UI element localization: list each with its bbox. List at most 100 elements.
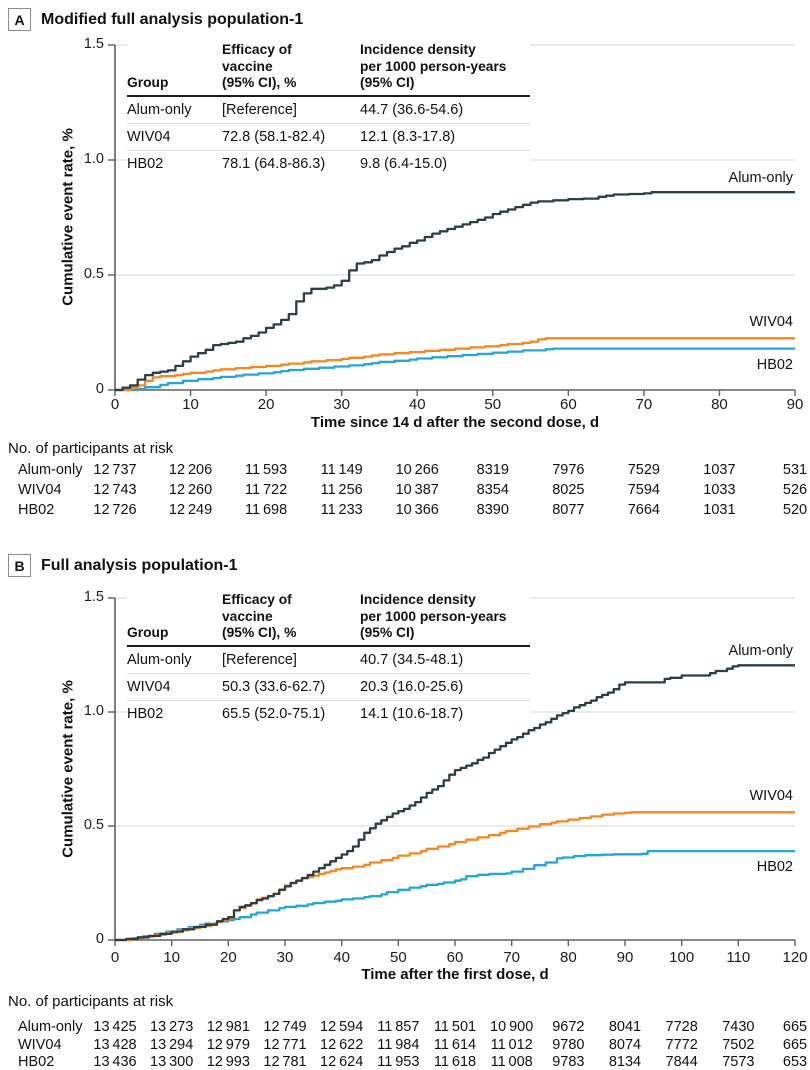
series-end-label-wiv04: WIV04 [749, 314, 793, 331]
inset-table-cell: [Reference] [222, 651, 297, 668]
at-risk-value: 13 428 [93, 1037, 137, 1053]
at-risk-value: 11 008 [490, 1054, 533, 1070]
y-tick-label: 0 [95, 931, 104, 947]
curve-hb02 [115, 849, 795, 942]
at-risk-value: 12 206 [168, 462, 213, 478]
at-risk-value: 8319 [476, 462, 509, 478]
inset-table-cell: 14.1 (10.6-18.7) [360, 705, 464, 722]
x-tick-label: 50 [484, 396, 502, 413]
inset-header-cell: Group [127, 75, 169, 90]
y-tick-label: 0.5 [83, 817, 104, 833]
at-risk-value: 653 [782, 1054, 808, 1070]
at-risk-value: 7430 [722, 1019, 755, 1035]
at-risk-value: 7976 [552, 462, 585, 478]
inset-table-cell: 72.8 (58.1-82.4) [222, 128, 326, 145]
inset-table-header: Group Efficacy of vaccine (95% CI), % Incide… [127, 42, 530, 97]
inset-table-cell: 12.1 (8.3-17.8) [360, 128, 456, 145]
at-risk-value: 1033 [703, 482, 736, 498]
at-risk-row-label: WIV04 [18, 1037, 62, 1053]
at-risk-value: 8134 [608, 1054, 642, 1070]
at-risk-row-label: WIV04 [18, 482, 62, 498]
inset-table-cell: 65.5 (52.0-75.1) [222, 705, 326, 722]
at-risk-row-label: HB02 [18, 1054, 55, 1070]
at-risk-value: 8074 [608, 1037, 642, 1053]
inset-table-cell: Alum-only [127, 651, 192, 668]
x-tick-label: 110 [726, 949, 751, 966]
panel-b: B Full analysis population-1 Cumulative … [0, 546, 810, 1070]
at-risk-value: 665 [782, 1037, 808, 1053]
at-risk-value: 13 273 [150, 1019, 194, 1035]
at-risk-value: 11 618 [433, 1054, 477, 1070]
inset-header-cell: Group [127, 625, 169, 640]
x-tick-label: 50 [389, 949, 407, 966]
at-risk-value: 11 012 [490, 1037, 533, 1053]
inset-table-row: WIV04 72.8 (58.1-82.4) 12.1 (8.3-17.8) [127, 122, 530, 150]
at-risk-value: 11 698 [245, 502, 288, 518]
panel-b-letter: B [8, 554, 31, 577]
x-tick-label: 80 [711, 396, 728, 413]
at-risk-value: 8077 [552, 502, 585, 518]
curve-wiv04 [115, 337, 795, 392]
at-risk-value: 11 984 [377, 1037, 420, 1053]
at-risk-value: 11 722 [245, 482, 288, 498]
at-risk-value: 13 425 [93, 1019, 137, 1035]
at-risk-value: 12 993 [206, 1054, 250, 1070]
at-risk-value: 7772 [665, 1037, 698, 1053]
at-risk-row-label: HB02 [18, 502, 55, 518]
x-tick-label: 120 [782, 949, 808, 966]
inset-table-cell: 20.3 (16.0-25.6) [360, 678, 464, 695]
at-risk-value: 11 614 [433, 1037, 477, 1053]
at-risk-value: 12 743 [93, 482, 137, 498]
at-risk-row-label: Alum-only [18, 1019, 83, 1035]
series-end-label-hb02: HB02 [756, 356, 793, 373]
y-tick-label: 1.0 [83, 151, 104, 167]
at-risk-value: 520 [782, 502, 808, 518]
inset-header-cell: Incidence density per 1000 person-years (9… [360, 592, 507, 640]
at-risk-value: 12 249 [168, 502, 213, 518]
x-tick-label: 90 [616, 949, 634, 966]
inset-table-cell: 44.7 (36.6-54.6) [360, 101, 464, 118]
at-risk-value: 12 781 [263, 1054, 307, 1070]
at-risk-title: No. of participants at risk [8, 440, 174, 457]
at-risk-value: 1031 [703, 502, 736, 518]
panel-b-inset-table: Group Efficacy of vaccine (95% CI), % Incide… [127, 592, 530, 727]
at-risk-value: 8041 [608, 1019, 642, 1035]
at-risk-value: 8354 [476, 482, 509, 498]
at-risk-value: 526 [782, 482, 808, 498]
at-risk-value: 8390 [476, 502, 509, 518]
at-risk-value: 7728 [665, 1019, 698, 1035]
at-risk-value: 13 294 [150, 1037, 194, 1053]
at-risk-value: 12 624 [320, 1054, 364, 1070]
inset-table-cell: 78.1 (64.8-86.3) [222, 155, 326, 172]
at-risk-value: 8025 [552, 482, 585, 498]
panel-b-header: B Full analysis population-1 [8, 554, 237, 577]
inset-table-cell: 9.8 (6.4-15.0) [360, 155, 448, 172]
panel-b-title: Full analysis population-1 [41, 556, 238, 574]
x-tick-label: 30 [276, 949, 294, 966]
at-risk-value: 7529 [627, 462, 660, 478]
at-risk-value: 12 726 [93, 502, 137, 518]
panel-a-title: Modified full analysis population-1 [41, 10, 304, 28]
at-risk-value: 12 771 [263, 1037, 307, 1053]
inset-table-cell: 50.3 (33.6-62.7) [222, 678, 326, 695]
at-risk-row-label: Alum-only [18, 462, 83, 478]
inset-header-cell: Efficacy of vaccine (95% CI), % [222, 42, 297, 90]
inset-header-cell: Efficacy of vaccine (95% CI), % [222, 592, 297, 640]
curve-hb02 [115, 347, 795, 392]
at-risk-value: 11 149 [320, 462, 363, 478]
y-tick-label: 1.0 [83, 703, 104, 719]
at-risk-value: 9780 [552, 1037, 585, 1053]
x-tick-label: 100 [669, 949, 695, 966]
at-risk-value: 12 622 [320, 1037, 364, 1053]
panel-a-x-axis-label: Time since 14 d after the second dose, d [310, 414, 600, 431]
panel-a-inset-table: Group Efficacy of vaccine (95% CI), % Incide… [127, 42, 530, 177]
at-risk-value: 10 366 [395, 502, 439, 518]
inset-table-header: Group Efficacy of vaccine (95% CI), % Incide… [127, 592, 530, 647]
at-risk-value: 13 436 [93, 1054, 137, 1070]
at-risk-value: 7664 [627, 502, 660, 518]
x-tick-label: 30 [333, 396, 350, 413]
x-tick-label: 10 [163, 949, 180, 966]
y-tick-label: 0.5 [83, 266, 104, 282]
x-tick-label: 70 [503, 949, 520, 966]
